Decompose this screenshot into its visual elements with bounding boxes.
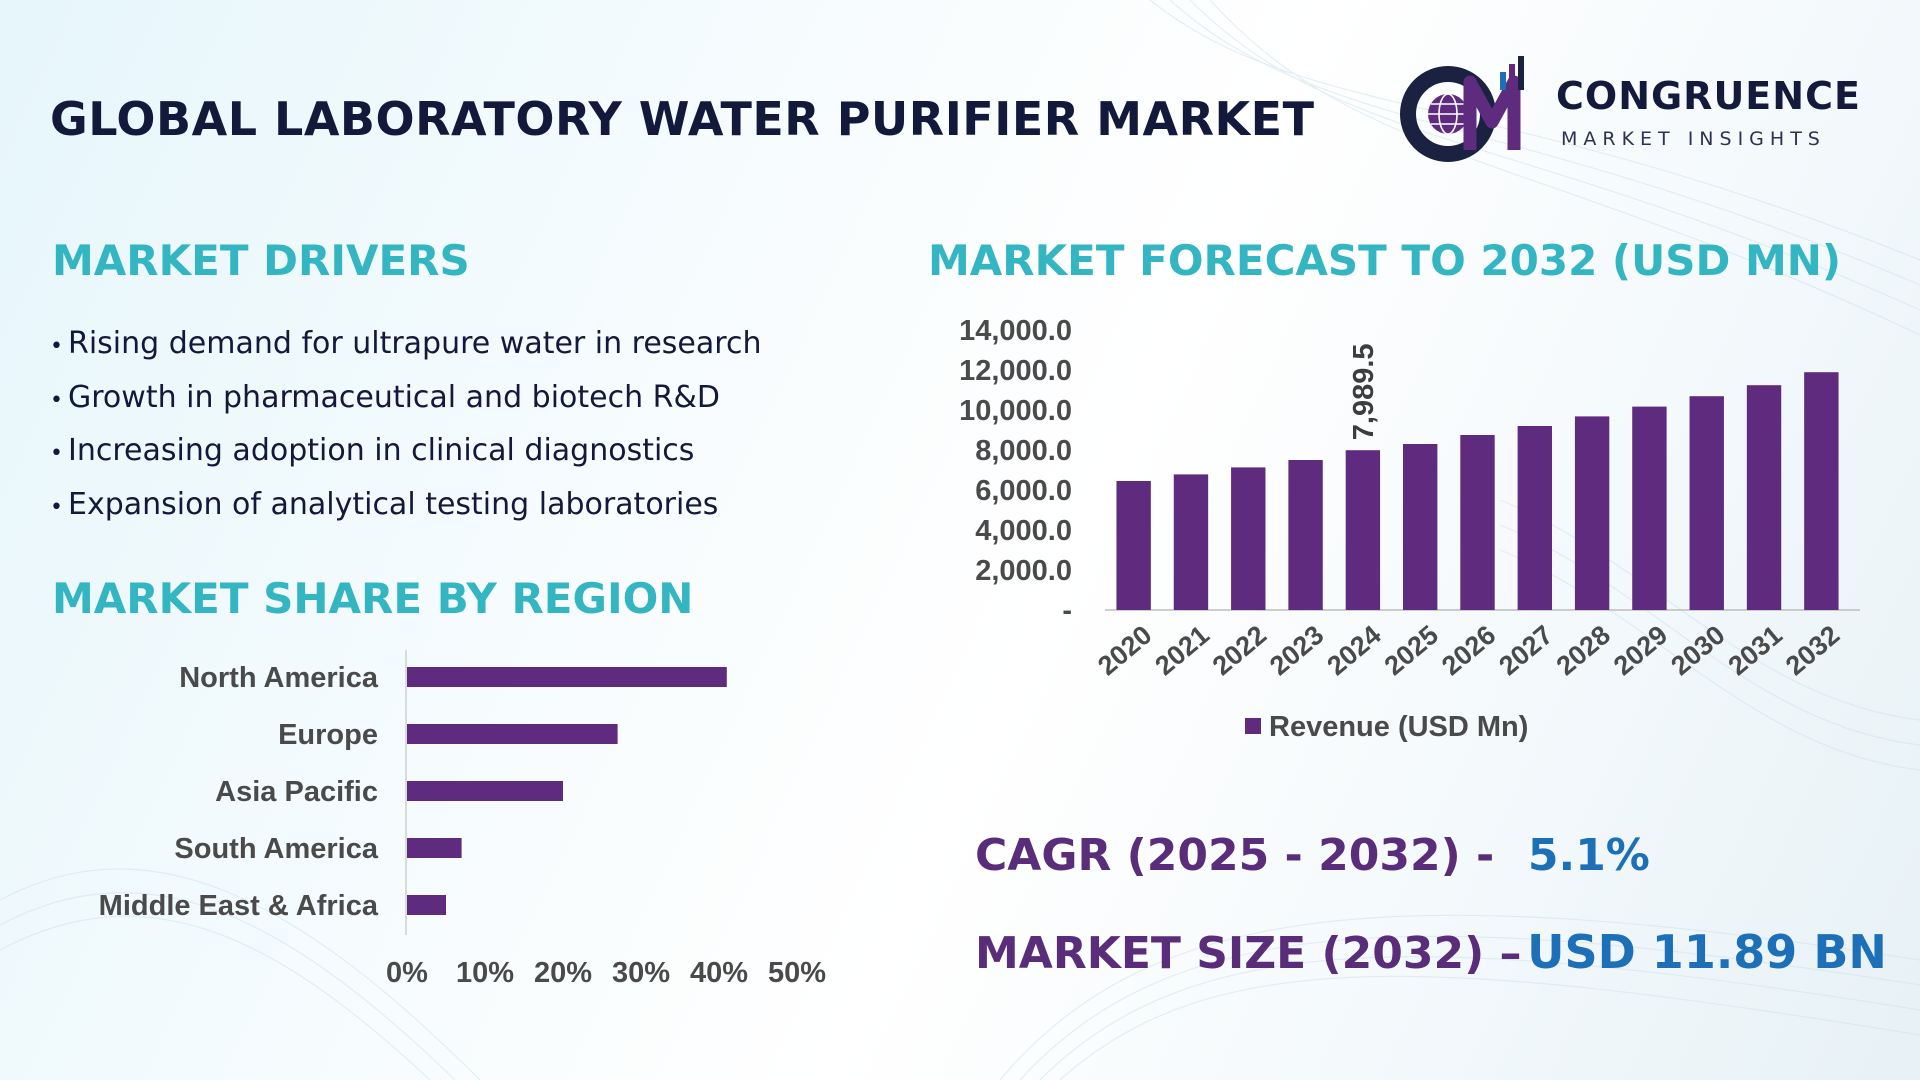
bar-2024	[1345, 450, 1381, 610]
bar-2028	[1574, 416, 1610, 610]
bullet-icon: •	[50, 441, 63, 466]
x-tick-label: 2025	[1379, 620, 1444, 682]
drivers-title: MARKET DRIVERS	[52, 236, 470, 285]
bar-2022	[1231, 467, 1266, 610]
driver-text: Expansion of analytical testing laborato…	[68, 486, 719, 522]
region-label: Middle East & Africa	[99, 890, 379, 922]
bar-2032	[1804, 372, 1839, 610]
cagr-kpi: CAGR (2025 - 2032) - 5.1%	[975, 830, 1650, 881]
bullet-icon: •	[50, 494, 63, 520]
legend-swatch	[1245, 718, 1261, 734]
forecast-title: MARKET FORECAST TO 2032 (USD MN)	[928, 236, 1842, 285]
x-tick-label: 50%	[768, 957, 826, 989]
bar-2021	[1173, 474, 1209, 610]
x-tick-label: 2026	[1436, 620, 1501, 682]
y-tick-label: 4,000.0	[975, 515, 1072, 547]
bar-region	[407, 895, 446, 915]
x-tick-label: 2029	[1608, 620, 1673, 682]
region-label: South America	[174, 833, 378, 865]
region-label: Europe	[278, 719, 378, 751]
x-tick-label: 20%	[534, 957, 592, 989]
driver-item: • Expansion of analytical testing laborat…	[50, 483, 761, 537]
bar-2023	[1288, 460, 1323, 610]
bar-region	[407, 781, 563, 801]
x-tick-label: 2023	[1264, 620, 1329, 682]
page-title: GLOBAL LABORATORY WATER PURIFIER MARKET	[50, 92, 1315, 146]
region-label: North America	[179, 662, 379, 694]
driver-text: Rising demand for ultrapure water in res…	[68, 326, 762, 361]
y-tick-label: 6,000.0	[975, 475, 1072, 507]
drivers-list: • Rising demand for ultrapure water in re…	[50, 322, 761, 536]
company-logo: CONGRUENCE MARKET INSIGHTS	[1400, 52, 1870, 162]
cagr-value: 5.1%	[1527, 830, 1650, 881]
x-tick-label: 2031	[1723, 620, 1788, 682]
x-tick-label: 10%	[456, 957, 514, 989]
logo-tagline: MARKET INSIGHTS	[1561, 128, 1826, 150]
x-tick-label: 2024	[1321, 620, 1386, 682]
bar-region	[407, 724, 618, 744]
bar-2027	[1517, 426, 1552, 610]
data-label: 7,989.5	[1348, 343, 1380, 440]
logo-emblem	[1400, 56, 1524, 162]
bullet-icon: •	[50, 334, 63, 359]
driver-item: • Rising demand for ultrapure water in re…	[50, 322, 761, 376]
x-tick-label: 2027	[1493, 620, 1558, 682]
y-tick-label: 14,000.0	[959, 315, 1072, 347]
y-tick-label: 12,000.0	[959, 355, 1072, 387]
x-tick-label: 2021	[1150, 620, 1215, 682]
cagr-label: CAGR (2025 - 2032) -	[975, 830, 1495, 881]
logo-company-name: CONGRUENCE	[1556, 74, 1861, 118]
bar-2030	[1689, 396, 1724, 610]
region-label: Asia Pacific	[215, 776, 378, 808]
x-tick-label: 2032	[1780, 620, 1845, 682]
x-tick-label: 2020	[1092, 620, 1157, 682]
bar-2031	[1746, 385, 1782, 610]
y-tick-label: 2,000.0	[975, 555, 1072, 587]
forecast-chart: - 2,000.0 4,000.0 6,000.0 8,000.0 10,000.0 12,…	[959, 315, 1860, 743]
market-size-kpi: MARKET SIZE (2032) – USD 11.89 BN	[975, 925, 1887, 979]
driver-item: • Increasing adoption in clinical diagnos…	[50, 429, 761, 483]
x-tick-label: 2022	[1207, 620, 1272, 682]
bar-2020	[1116, 481, 1151, 610]
x-tick-label: 30%	[612, 957, 670, 989]
y-tick-label: 8,000.0	[975, 435, 1072, 467]
y-tick-label: -	[1062, 595, 1072, 627]
driver-text: Increasing adoption in clinical diagnost…	[68, 433, 695, 468]
bar-2025	[1403, 444, 1438, 610]
bar-2026	[1460, 435, 1495, 610]
bullet-icon: •	[50, 387, 63, 413]
bar-region	[407, 667, 727, 687]
driver-text: Growth in pharmaceutical and biotech R&D	[68, 379, 720, 415]
x-tick-label: 2028	[1551, 620, 1616, 682]
bar-region	[407, 838, 462, 858]
x-tick-label: 0%	[386, 957, 428, 989]
bar-2029	[1632, 406, 1667, 610]
x-tick-label: 40%	[690, 957, 748, 989]
x-tick-label: 2030	[1665, 620, 1730, 682]
driver-item: • Growth in pharmaceutical and biotech R&…	[50, 376, 761, 430]
market-size-value: USD 11.89 BN	[1527, 925, 1887, 979]
share-title: MARKET SHARE BY REGION	[52, 574, 694, 623]
market-size-label: MARKET SIZE (2032) –	[975, 928, 1522, 979]
y-tick-label: 10,000.0	[959, 395, 1072, 427]
legend-label: Revenue (USD Mn)	[1269, 711, 1528, 743]
region-share-chart: North America Europe Asia Pacific South Ame…	[99, 650, 826, 989]
